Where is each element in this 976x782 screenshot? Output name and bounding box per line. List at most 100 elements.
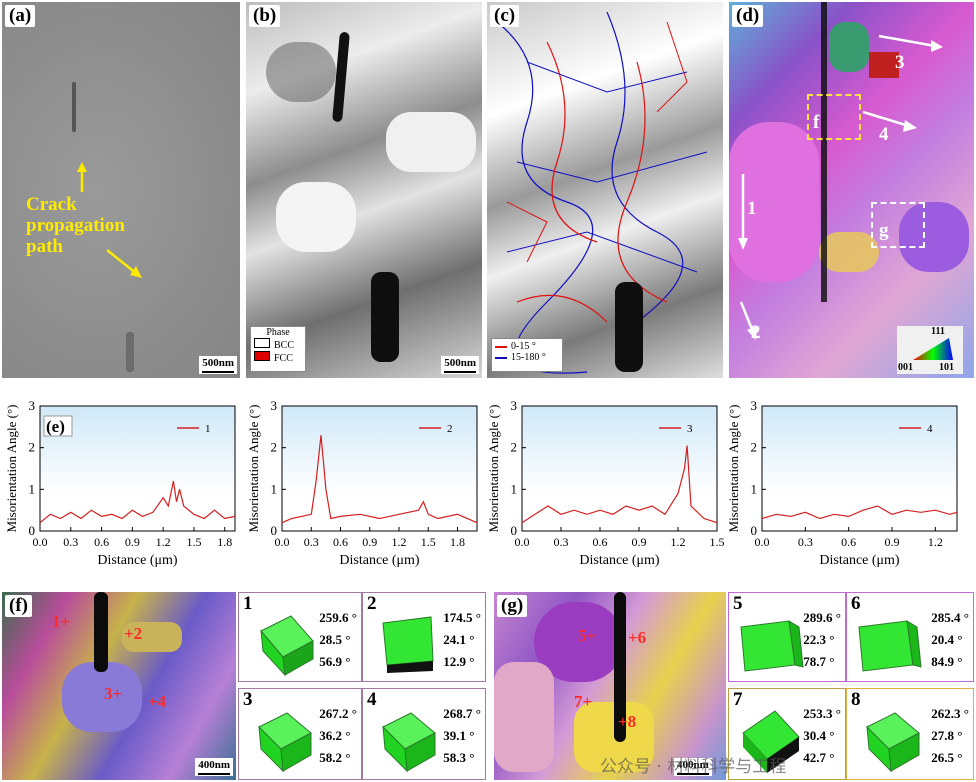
x-tick-label: 0.3: [554, 535, 569, 549]
x-tick-label: 1.2: [156, 535, 171, 549]
point-mark-5: 5+: [578, 626, 597, 645]
orientation-cube-2: 2 174.5 ° 24.1 ° 12.9 °: [362, 592, 486, 682]
x-tick-label: 0.0: [755, 535, 770, 549]
point-mark-8: +8: [618, 712, 637, 731]
orientation-cube-3: 3 267.2 ° 36.2 ° 58.2 °: [238, 688, 362, 780]
x-tick-label: 1.2: [671, 535, 686, 549]
crack-label: Crack propagation path: [26, 194, 125, 257]
x-tick-label: 0.3: [304, 535, 319, 549]
panel-b-phase-map: (b) Phase BCC FCC 500nm: [246, 2, 482, 378]
x-tick-label: 0.0: [275, 535, 290, 549]
panel-f-ipf-zoom: (f) 1+ +2 3+ +4 400nm: [2, 592, 236, 780]
orientation-cube-7: 7 253.3 ° 30.4 ° 42.7 °: [728, 688, 846, 780]
scan-label-2: 2: [751, 322, 761, 343]
x-tick-label: 1.5: [710, 535, 725, 549]
panel-c-boundary-map: (c) 0-15 ° 15-180 °: [487, 2, 723, 378]
x-tick-label: 0.6: [333, 535, 348, 549]
x-tick-label: 0.9: [362, 535, 377, 549]
legend-label: 1: [205, 423, 211, 435]
scan-label-1: 1: [747, 198, 757, 219]
legend-label: 4: [927, 423, 933, 435]
scan-label-4: 4: [879, 124, 889, 145]
y-tick-label: 1: [751, 481, 758, 496]
scale-bar: 500nm: [441, 356, 479, 374]
panel-label-g: (g): [497, 595, 528, 617]
scale-bar: 500nm: [199, 356, 237, 374]
series-line-3: [521, 445, 718, 524]
y-tick-label: 0: [271, 523, 278, 538]
panel-label-a: (a): [5, 5, 36, 27]
watermark: 公众号 · 材料科学与工程: [600, 757, 787, 777]
x-tick-label: 0.0: [515, 535, 530, 549]
panel-g-ipf-zoom: (g) 5+ +6 7+ +8 400nm: [494, 592, 726, 780]
x-axis-label: Distance (μm): [819, 553, 900, 568]
crack-line: [821, 2, 827, 302]
x-tick-label: 0.9: [885, 535, 900, 549]
inset-label-g: g: [879, 220, 889, 241]
y-tick-label: 0: [751, 523, 758, 538]
y-tick-label: 1: [271, 481, 278, 496]
x-tick-label: 1.2: [392, 535, 407, 549]
y-tick-label: 3: [29, 398, 36, 413]
scale-bar: 400nm: [674, 758, 712, 776]
panel-label-c: (c): [490, 5, 520, 27]
panel-label-e-bg: [43, 415, 73, 437]
plot-area-4: [761, 405, 958, 532]
y-axis-label: Misorientation Angle (°): [246, 405, 261, 533]
panel-label-b: (b): [249, 5, 281, 27]
x-tick-label: 1.5: [421, 535, 436, 549]
crack-line: [614, 592, 626, 742]
y-axis-label: Misorientation Angle (°): [4, 405, 19, 533]
phase-legend: Phase BCC FCC: [250, 326, 306, 372]
y-tick-label: 0: [511, 523, 518, 538]
x-tick-label: 1.5: [186, 535, 201, 549]
x-tick-label: 0.6: [593, 535, 608, 549]
y-tick-label: 1: [511, 481, 518, 496]
x-tick-label: 0.3: [798, 535, 813, 549]
point-mark-3: 3+: [104, 684, 123, 703]
y-tick-label: 3: [271, 398, 278, 413]
y-tick-label: 0: [29, 523, 36, 538]
x-tick-label: 0.9: [632, 535, 647, 549]
x-axis-label: Distance (μm): [339, 553, 420, 568]
x-axis-label: Distance (μm): [97, 553, 178, 568]
inset-box-g: [871, 202, 925, 248]
misorientation-charts: 0 1 2 3 0.0 0.3 0.6 0.9 1.2 1.5 1.8 Distance (μm) Mi…: [4, 398, 958, 568]
y-tick-label: 2: [511, 440, 518, 455]
crack-line: [72, 82, 76, 132]
crack-line: [615, 282, 643, 372]
x-tick-label: 1.2: [928, 535, 943, 549]
orientation-cube-8: 8 262.3 ° 27.8 ° 26.5 °: [846, 688, 974, 780]
panel-label-d: (d): [732, 5, 764, 27]
y-axis-label: Misorientation Angle (°): [486, 405, 501, 533]
series-line-1: [39, 480, 236, 524]
orientation-cube-5: 5 289.6 ° 22.3 ° 78.7 °: [728, 592, 846, 682]
y-tick-label: 3: [511, 398, 518, 413]
y-tick-label: 1: [29, 481, 36, 496]
arrow-icon: [77, 162, 142, 278]
y-tick-label: 2: [271, 440, 278, 455]
inset-label-f: f: [813, 112, 820, 133]
y-tick-label: 3: [751, 398, 758, 413]
panel-a-sem-image: (a) Crack propagation path 500nm: [2, 2, 240, 378]
plot-area-2: [281, 405, 478, 532]
ipf-key: 111 001 101: [897, 326, 963, 374]
orientation-cube-1: 1 259.6 ° 28.5 ° 56.9 °: [238, 592, 362, 682]
panel-label-f: (f): [5, 595, 32, 617]
x-tick-label: 0.9: [125, 535, 140, 549]
scan-label-3: 3: [895, 52, 905, 73]
point-mark-2: +2: [124, 624, 143, 643]
point-mark-6: +6: [628, 628, 647, 647]
line-scan-arrows: [738, 34, 943, 340]
crack-line: [126, 332, 134, 372]
x-tick-label: 0.6: [841, 535, 856, 549]
crack-line: [94, 592, 108, 672]
boundary-legend: 0-15 ° 15-180 °: [491, 338, 563, 372]
point-mark-7: 7+: [574, 692, 593, 711]
orientation-cube-6: 6 285.4 ° 20.4 ° 84.9 °: [846, 592, 974, 682]
x-tick-label: 0.3: [63, 535, 78, 549]
y-axis-label: Misorientation Angle (°): [726, 405, 741, 533]
legend-label: 3: [687, 423, 693, 435]
panel-d-ipf-map: (d) 1 2 3 4 f g 111 001 101: [729, 2, 974, 378]
point-mark-4: +4: [148, 692, 167, 711]
